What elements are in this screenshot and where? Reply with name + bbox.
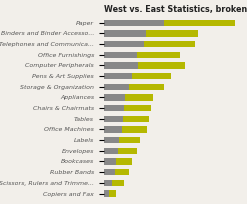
Bar: [104, 180, 112, 186]
Bar: [164, 20, 235, 26]
Bar: [104, 94, 125, 101]
Bar: [104, 41, 144, 47]
Bar: [119, 137, 140, 143]
Bar: [115, 169, 129, 175]
Bar: [104, 158, 116, 165]
Bar: [104, 62, 139, 69]
Bar: [104, 148, 118, 154]
Bar: [137, 52, 180, 58]
Bar: [125, 94, 153, 101]
Bar: [104, 190, 108, 197]
Bar: [104, 116, 123, 122]
Bar: [104, 20, 164, 26]
Bar: [108, 190, 116, 197]
Bar: [104, 169, 115, 175]
Bar: [123, 116, 149, 122]
Bar: [104, 30, 146, 37]
Bar: [118, 148, 137, 154]
Bar: [104, 84, 129, 90]
Bar: [104, 137, 119, 143]
Bar: [104, 52, 137, 58]
Bar: [124, 105, 151, 111]
Bar: [129, 84, 164, 90]
Bar: [139, 62, 185, 69]
Bar: [104, 105, 124, 111]
Bar: [144, 41, 195, 47]
Bar: [132, 73, 171, 79]
Bar: [112, 180, 124, 186]
Bar: [146, 30, 198, 37]
Bar: [116, 158, 132, 165]
Text: West vs. East Statistics, broken down by category: West vs. East Statistics, broken down by…: [104, 5, 247, 14]
Bar: [122, 126, 147, 133]
Bar: [104, 126, 122, 133]
Bar: [104, 73, 132, 79]
